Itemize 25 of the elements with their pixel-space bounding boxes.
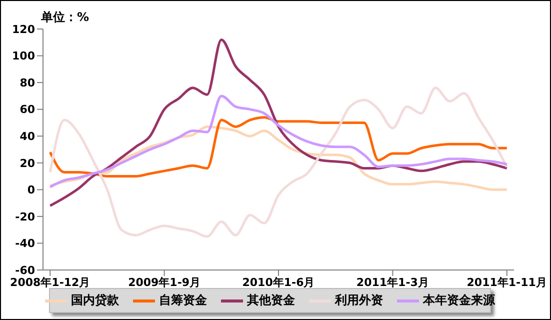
line-series — [48, 94, 508, 188]
legend-label: 利用外资 — [334, 292, 383, 309]
y-tick-label: 100 — [12, 50, 36, 63]
legend-label: 自筹资金 — [158, 292, 207, 309]
x-tick-label: 2011年1-3月 — [356, 276, 429, 289]
y-tick-label: 120 — [12, 22, 36, 36]
x-tick-label: 2010年1-6月 — [242, 276, 315, 289]
x-tick-label: 2008年1-12月 — [10, 276, 90, 289]
legend-label: 国内贷款 — [70, 292, 119, 309]
x-tick-label: 2009年1-9月 — [128, 276, 201, 289]
line-series — [48, 116, 508, 178]
x-tick-label: 2011年1-11月 — [466, 276, 547, 289]
line-series — [48, 86, 508, 238]
y-axis-title: 单位：% — [41, 9, 90, 26]
y-tick-label: -20 — [15, 210, 36, 224]
legend-label: 其他资金 — [246, 292, 295, 309]
y-tick-label: 40 — [20, 130, 36, 144]
y-tick-label: 20 — [20, 156, 36, 170]
legend-label: 本年资金来源 — [422, 292, 495, 309]
y-tick-label: 80 — [20, 76, 36, 90]
line-series — [48, 38, 508, 207]
y-tick-label: 0 — [27, 184, 36, 197]
y-tick-label: -60 — [15, 264, 36, 277]
y-tick-label: -40 — [15, 237, 36, 250]
y-tick-label: 60 — [20, 103, 36, 116]
